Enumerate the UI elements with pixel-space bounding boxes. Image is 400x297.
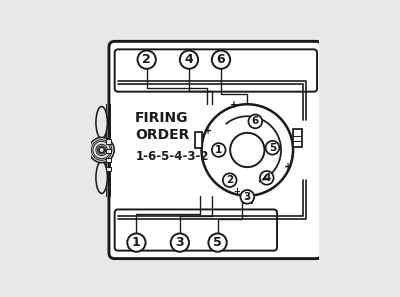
- Circle shape: [89, 138, 114, 162]
- Text: 6: 6: [252, 116, 259, 127]
- Text: 5: 5: [213, 236, 222, 249]
- Bar: [106, 140, 111, 143]
- FancyBboxPatch shape: [115, 209, 277, 251]
- Ellipse shape: [96, 107, 107, 138]
- Bar: [243, 195, 252, 203]
- Circle shape: [138, 50, 156, 69]
- Text: 2: 2: [142, 53, 151, 66]
- Text: 3: 3: [176, 236, 184, 249]
- FancyBboxPatch shape: [109, 41, 322, 259]
- Ellipse shape: [96, 162, 107, 193]
- Bar: [106, 158, 111, 162]
- Text: 1-6-5-4-3-2: 1-6-5-4-3-2: [135, 150, 209, 163]
- Text: -: -: [246, 195, 249, 204]
- Circle shape: [248, 115, 262, 128]
- Text: +: +: [284, 162, 292, 172]
- Circle shape: [180, 50, 198, 69]
- Text: 4: 4: [263, 173, 270, 183]
- Text: 1: 1: [215, 145, 222, 155]
- Bar: [195, 132, 202, 148]
- Circle shape: [266, 141, 279, 154]
- Bar: [106, 167, 111, 171]
- Circle shape: [260, 171, 274, 185]
- Bar: [293, 129, 302, 146]
- Text: 1: 1: [132, 236, 141, 249]
- Circle shape: [212, 143, 226, 157]
- Circle shape: [99, 147, 104, 153]
- Text: FIRING: FIRING: [135, 111, 189, 125]
- Text: 6: 6: [217, 53, 225, 66]
- Bar: [106, 148, 111, 153]
- Text: 4: 4: [185, 53, 193, 66]
- Text: +: +: [230, 100, 238, 110]
- Text: 5: 5: [269, 143, 276, 153]
- Circle shape: [208, 233, 227, 252]
- FancyBboxPatch shape: [115, 49, 317, 92]
- Circle shape: [171, 233, 189, 252]
- Circle shape: [230, 133, 264, 167]
- Circle shape: [127, 233, 146, 252]
- Circle shape: [223, 173, 236, 187]
- Text: 3: 3: [244, 192, 251, 202]
- Circle shape: [202, 104, 293, 196]
- Circle shape: [240, 190, 254, 204]
- Text: ORDER: ORDER: [135, 128, 190, 142]
- Text: +: +: [233, 187, 240, 196]
- Text: +: +: [204, 126, 212, 136]
- Text: 2: 2: [226, 175, 233, 185]
- Circle shape: [212, 50, 230, 69]
